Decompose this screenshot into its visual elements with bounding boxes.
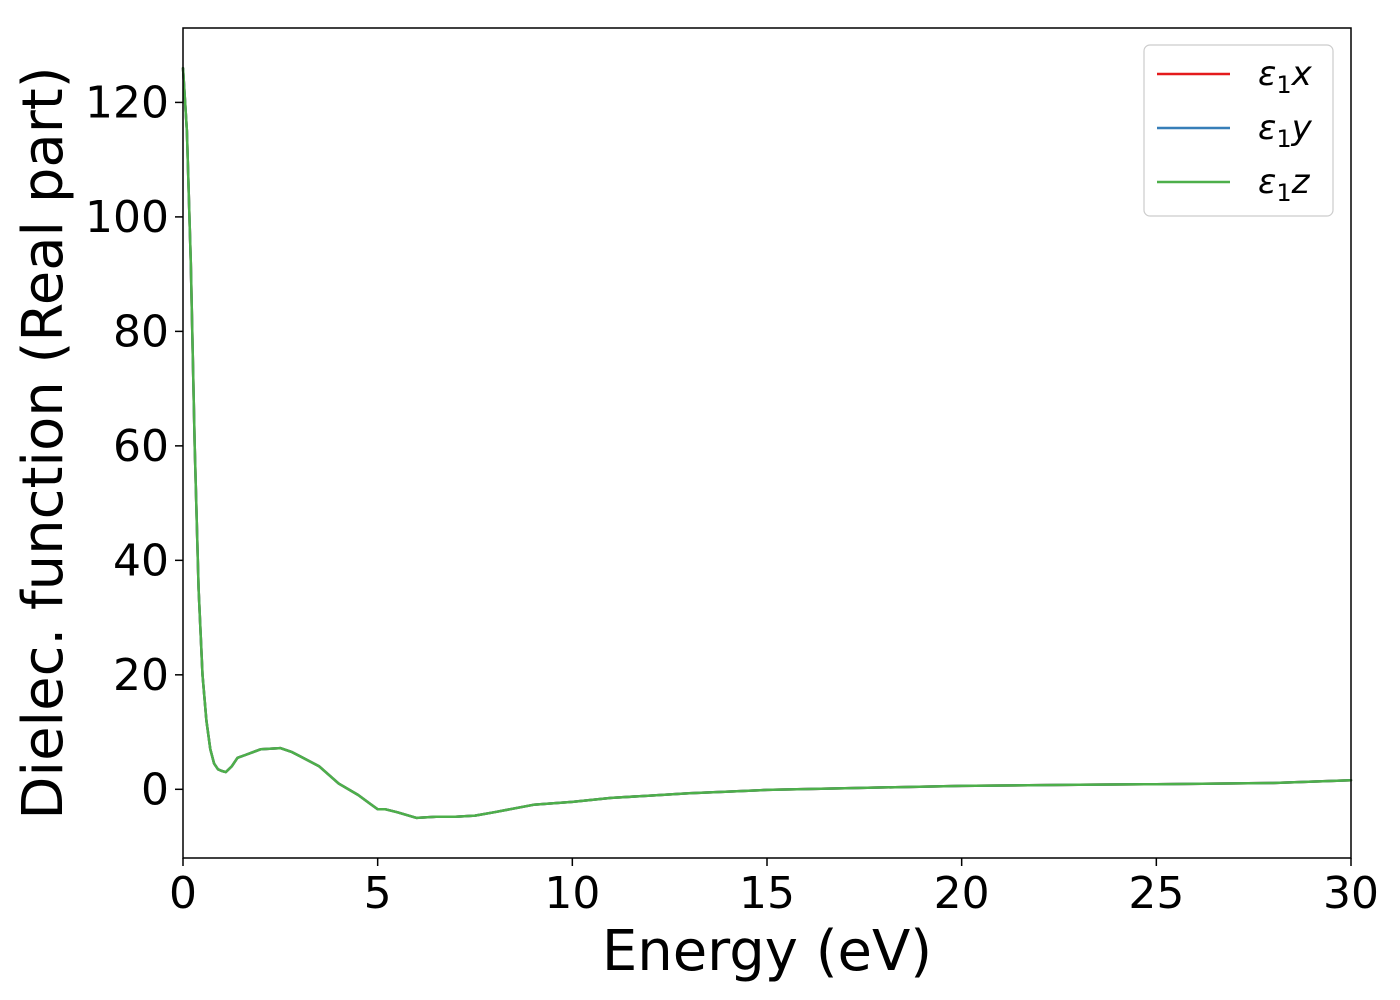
series-line-z: [181, 66, 1353, 820]
x-axis-label: Energy (eV): [602, 919, 932, 984]
legend-label-sub: 1: [1276, 71, 1291, 99]
legend-box: [1143, 44, 1334, 217]
legend-label-base: ε: [1258, 108, 1276, 148]
legend-label-base: ε: [1258, 162, 1276, 202]
y-tick-label: 120: [85, 77, 169, 128]
x-tick-label: 20: [934, 868, 990, 919]
x-axis-ticks: 0 5 10 15 20 25 30: [169, 858, 1379, 919]
legend-label-var: x: [1291, 54, 1313, 94]
y-axis-ticks: 0 20 40 60 80 100 120: [85, 77, 183, 815]
x-tick-label: 5: [364, 868, 392, 919]
legend-label-sub: 1: [1276, 179, 1291, 207]
legend-label-x: ε1x: [1258, 54, 1313, 99]
x-tick-label: 30: [1323, 868, 1379, 919]
series-layer: [181, 66, 1353, 820]
legend-label-var: z: [1291, 162, 1311, 202]
x-tick-label: 15: [739, 868, 795, 919]
legend-label-var: y: [1291, 108, 1313, 148]
x-tick-label: 0: [169, 868, 197, 919]
legend-label-z: ε1z: [1258, 162, 1311, 207]
y-tick-label: 80: [113, 306, 169, 357]
y-axis-label: Dielec. function (Real part): [11, 66, 76, 819]
x-tick-label: 10: [544, 868, 600, 919]
y-tick-label: 60: [113, 421, 169, 472]
legend-label-base: ε: [1258, 54, 1276, 94]
y-tick-label: 0: [141, 764, 169, 815]
y-tick-label: 20: [113, 650, 169, 701]
legend-label-y: ε1y: [1258, 108, 1313, 153]
y-tick-label: 40: [113, 535, 169, 586]
x-tick-label: 25: [1128, 868, 1184, 919]
legend-label-sub: 1: [1276, 125, 1291, 153]
y-tick-label: 100: [85, 192, 169, 243]
